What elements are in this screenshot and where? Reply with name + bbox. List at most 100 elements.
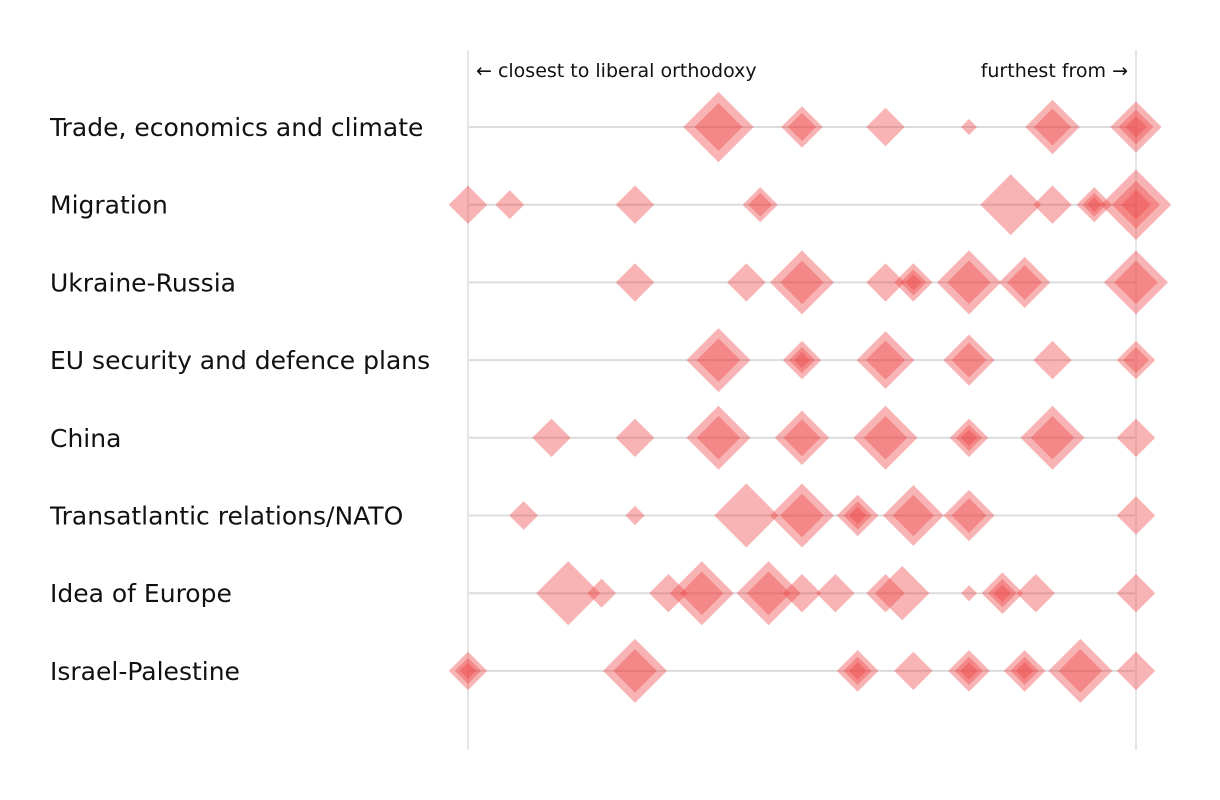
data-marker <box>1076 187 1112 223</box>
diamond-marker-inner <box>788 347 816 374</box>
diamond-marker <box>742 187 778 223</box>
diamond-marker <box>961 585 977 602</box>
data-marker <box>770 250 834 315</box>
diamond-marker-inner <box>1114 260 1158 305</box>
data-marker <box>1020 405 1085 470</box>
diamond-marker-inner <box>988 579 1017 608</box>
data-marker <box>961 119 977 135</box>
diamond-marker-inner <box>1082 192 1107 217</box>
data-marker <box>781 106 823 148</box>
diamond-marker <box>669 561 734 626</box>
data-marker <box>943 489 995 542</box>
data-marker <box>1116 418 1156 457</box>
data-marker <box>495 190 525 220</box>
diamond-marker <box>1104 250 1168 315</box>
data-marker <box>1110 101 1162 153</box>
diamond-marker-inner <box>1125 116 1147 138</box>
diamond-marker <box>686 328 751 393</box>
diamond-marker-inner <box>1010 656 1039 686</box>
diamond-marker <box>856 331 915 389</box>
diamond-marker-inner <box>954 656 984 686</box>
diamond-marker <box>981 572 1024 614</box>
diamond-marker <box>943 489 995 542</box>
diamond-marker <box>495 190 525 220</box>
diamond-marker-inner <box>459 662 477 679</box>
diamond-marker-inner <box>793 352 811 369</box>
data-marker <box>736 561 801 626</box>
diamond-marker <box>781 106 823 148</box>
diamond-marker <box>509 501 539 530</box>
data-marker <box>1033 185 1072 224</box>
diamond-marker-inner <box>848 506 867 525</box>
diamond-marker-inner <box>951 498 987 533</box>
data-marker <box>536 561 601 626</box>
markers-layer <box>448 91 1172 703</box>
data-marker <box>727 263 766 302</box>
axis-label-furthest: furthest from → <box>981 60 1128 82</box>
diamond-marker <box>782 340 822 380</box>
data-marker <box>937 250 1001 315</box>
diamond-marker-inner <box>1058 649 1103 693</box>
diamond-marker <box>1116 574 1156 613</box>
diamond-marker-inner <box>951 342 987 378</box>
data-marker <box>1003 650 1046 692</box>
diamond-marker-inner <box>947 260 991 305</box>
data-marker <box>875 566 930 621</box>
diamond-marker <box>1100 169 1172 240</box>
diamond-marker-inner <box>865 340 906 380</box>
diamond-marker-inner <box>780 493 824 538</box>
diamond-marker <box>774 410 830 465</box>
data-marker <box>1100 169 1172 240</box>
diamond-marker <box>1033 340 1072 380</box>
diamond-marker-inner <box>454 657 482 684</box>
data-marker <box>836 650 879 692</box>
diamond-marker-inner <box>1030 416 1075 460</box>
data-marker <box>856 331 915 389</box>
data-marker <box>949 418 989 457</box>
data-marker <box>894 263 933 302</box>
diamond-marker-inner <box>696 338 741 382</box>
data-marker <box>625 505 645 526</box>
diamond-marker-inner <box>993 584 1012 602</box>
diamond-marker <box>770 483 834 548</box>
diamond-marker-inner <box>613 649 657 693</box>
data-marker <box>1116 340 1156 380</box>
diamond-marker-inner <box>848 662 867 680</box>
diamond-marker-inner <box>787 112 817 142</box>
data-marker <box>686 328 751 393</box>
diamond-marker <box>875 566 930 621</box>
diamond-marker <box>587 578 616 608</box>
diamond-marker-inner <box>863 416 908 460</box>
row-label: Israel-Palestine <box>50 657 240 686</box>
diamond-marker <box>1116 496 1156 535</box>
diamond-marker-inner <box>843 656 872 686</box>
diamond-marker-inner <box>1122 347 1150 374</box>
diamond-marker <box>1003 650 1046 692</box>
diamond-marker <box>536 561 601 626</box>
diamond-marker-inner <box>960 429 978 446</box>
data-marker <box>782 340 822 380</box>
diamond-marker-inner <box>1121 189 1151 220</box>
data-marker <box>615 418 655 457</box>
diamond-marker <box>866 263 905 302</box>
diamond-marker <box>853 405 918 470</box>
data-marker <box>742 187 778 223</box>
diamond-marker <box>894 651 933 691</box>
diamond-marker-inner <box>1015 662 1034 680</box>
data-marker <box>714 483 779 548</box>
data-marker <box>816 574 855 613</box>
data-marker <box>683 91 754 163</box>
diamond-marker <box>1020 405 1085 470</box>
data-marker <box>649 574 688 613</box>
diamond-marker <box>625 505 645 526</box>
diamond-marker <box>949 418 989 457</box>
diamond-marker <box>943 334 995 386</box>
row-label: Idea of Europe <box>50 579 232 608</box>
diamond-marker <box>448 651 488 691</box>
diamond-marker-inner <box>1118 109 1154 145</box>
diamond-marker-inner <box>843 501 872 530</box>
data-marker <box>999 256 1051 308</box>
row-label: EU security and defence plans <box>50 346 430 375</box>
data-marker <box>774 410 830 465</box>
